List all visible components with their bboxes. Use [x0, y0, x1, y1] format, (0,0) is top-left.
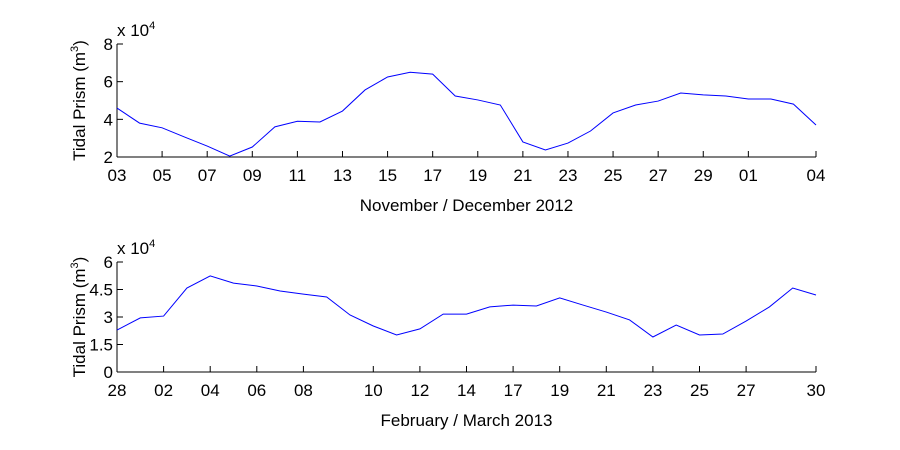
x-axis-label: February / March 2013	[381, 411, 553, 430]
x-tick-label: 04	[201, 381, 220, 400]
y-axis-label: Tidal Prism (m3)	[69, 40, 89, 161]
y-axis-label: Tidal Prism (m3)	[69, 257, 89, 378]
y-multiplier: x 104	[117, 238, 155, 258]
x-tick-label: 14	[457, 381, 476, 400]
y-multiplier-base: x 10	[117, 239, 149, 258]
y-multiplier-exp: 4	[149, 20, 155, 32]
x-tick-label: 06	[247, 381, 266, 400]
x-tick-label: 25	[690, 381, 709, 400]
y-multiplier: x 104	[117, 20, 155, 40]
subplot: 0 1.5 3 4.5 6 28 02 04 06 08 10 12 14 17 19 21 23 25 27 30 F…	[69, 238, 825, 430]
x-tick-label: 02	[154, 381, 173, 400]
y-axis-label-end: )	[70, 40, 89, 46]
y-tick-label: 4	[104, 110, 113, 129]
x-tick-label: 05	[153, 166, 172, 185]
y-multiplier-exp: 4	[149, 238, 155, 250]
x-tick-label: 25	[604, 166, 623, 185]
x-tick-label: 27	[649, 166, 668, 185]
y-tick-label: 2	[104, 148, 113, 167]
y-tick-label: 4.5	[89, 281, 113, 300]
x-tick-label: 21	[597, 381, 616, 400]
x-tick-label: 12	[410, 381, 429, 400]
y-tick-label: 8	[104, 35, 113, 54]
y-tick-label: 3	[104, 308, 113, 327]
x-tick-label: 15	[378, 166, 397, 185]
y-tick-label: 6	[104, 253, 113, 272]
x-tick-label: 17	[504, 381, 523, 400]
x-tick-label: 03	[108, 166, 127, 185]
x-tick-label: 09	[243, 166, 262, 185]
y-axis-label-text: Tidal Prism (m	[70, 52, 89, 161]
x-axis-label: November / December 2012	[360, 196, 574, 215]
y-multiplier-base: x 10	[117, 21, 149, 40]
data-line	[116, 275, 817, 338]
y-tick-label: 1.5	[89, 336, 113, 355]
data-line	[116, 71, 817, 157]
x-tick-label: 10	[364, 381, 383, 400]
x-tick-label: 27	[737, 381, 756, 400]
y-tick-label: 0	[104, 363, 113, 382]
x-tick-label: 21	[513, 166, 532, 185]
x-tick-label: 30	[807, 381, 826, 400]
x-tick-label: 28	[108, 381, 127, 400]
x-tick-label: 23	[559, 166, 578, 185]
y-axis-label-sup: 3	[69, 46, 81, 52]
x-tick-label: 01	[739, 166, 758, 185]
y-tick-label: 6	[104, 73, 113, 92]
x-tick-label: 29	[694, 166, 713, 185]
x-tick-label: 23	[643, 381, 662, 400]
x-tick-label: 17	[423, 166, 442, 185]
x-tick-label: 04	[807, 166, 826, 185]
x-tick-label: 07	[198, 166, 217, 185]
x-tick-label: 11	[289, 166, 307, 185]
y-axis-label-text: Tidal Prism (m	[70, 268, 89, 377]
x-tick-label: 19	[550, 381, 569, 400]
y-axis-label-sup: 3	[69, 262, 81, 268]
x-tick-label: 08	[294, 381, 313, 400]
subplot: 2 4 6 8 03 05 07 09 11 13 15 17 19 21 23 25 27 29 01 04 Nove…	[69, 20, 825, 215]
x-tick-label: 13	[333, 166, 352, 185]
y-axis-label-end: )	[70, 257, 89, 263]
x-tick-label: 19	[468, 166, 487, 185]
